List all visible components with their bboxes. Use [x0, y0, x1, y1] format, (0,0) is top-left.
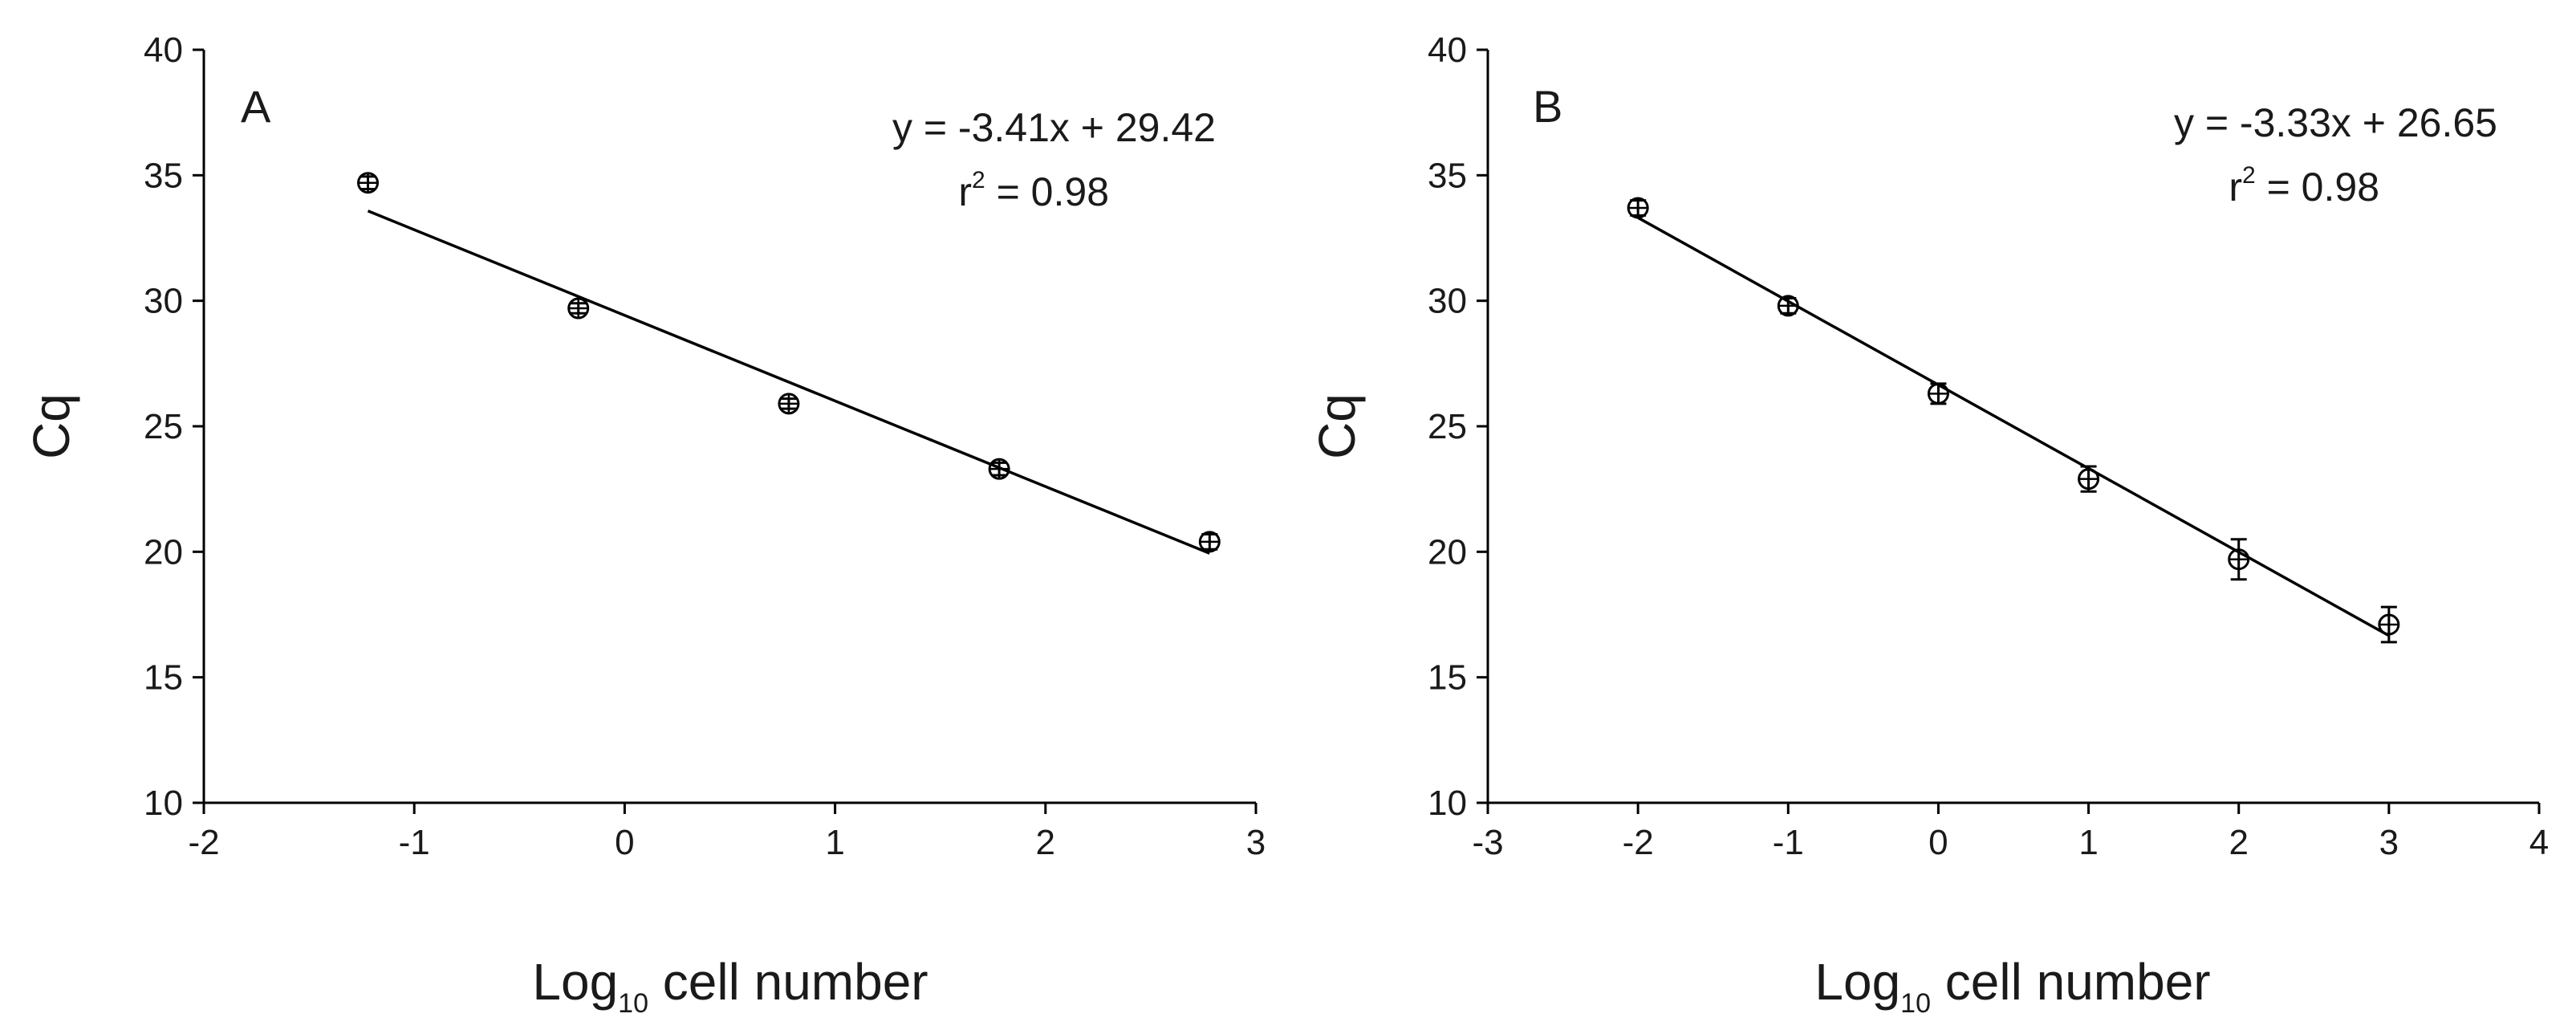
r-squared-prefix: r	[958, 169, 972, 214]
data-point	[1927, 382, 1949, 405]
x-axis-title: Log10 cell number	[1814, 953, 2210, 1019]
r-squared-value: = 0.98	[985, 169, 1109, 214]
fit-equation: y = -3.41x + 29.42	[892, 105, 1216, 150]
y-tick-label: 35	[144, 156, 183, 195]
axis-ticks: 10 15 20 25 30 35 40 -2 -1 0 1 2 3	[144, 31, 1266, 862]
y-tick-label: 20	[144, 532, 183, 572]
data-marks	[1627, 197, 2400, 644]
regression-line	[367, 210, 1210, 555]
data-point	[1777, 295, 1799, 317]
data-point	[2078, 465, 2100, 493]
x-tick-label: 0	[615, 823, 634, 862]
x-axis-title-main: Log	[532, 953, 618, 1011]
data-point	[1627, 197, 1649, 219]
r-squared-superscript: 2	[2242, 162, 2256, 189]
x-axis-title-subscript: 10	[618, 988, 648, 1019]
axis-ticks: 10 15 20 25 30 35 40 -3 -2 -1 0 1 2 3 4	[1428, 31, 2549, 862]
x-tick-label: -2	[188, 823, 219, 862]
y-tick-label: 35	[1428, 156, 1467, 195]
x-axis-title: Log10 cell number	[532, 953, 928, 1019]
data-point	[778, 393, 800, 415]
y-tick-label: 15	[144, 658, 183, 698]
data-point	[988, 458, 1010, 480]
panel-label: B	[1533, 81, 1562, 132]
r-squared-value: = 0.98	[2256, 165, 2379, 210]
y-tick-label: 15	[1428, 658, 1467, 698]
y-axis-title: Cq	[22, 393, 80, 459]
x-axis-title-rest: cell number	[1931, 953, 2211, 1011]
data-point	[2228, 538, 2250, 581]
r-squared-superscript: 2	[972, 167, 985, 193]
chart-panel-a: 10 15 20 25 30 35 40 -2 -1 0 1 2 3 A y = -3.41x + 29…	[22, 31, 1266, 1019]
chart-panel-b: 10 15 20 25 30 35 40 -3 -2 -1 0 1 2 3 4 B y = -3.33x +…	[1308, 31, 2549, 1019]
data-point	[357, 172, 380, 194]
data-point	[567, 297, 590, 320]
y-tick-label: 30	[144, 282, 183, 321]
y-tick-label: 25	[144, 407, 183, 446]
x-tick-label: 0	[1928, 823, 1948, 862]
r-squared-prefix: r	[2229, 165, 2242, 210]
x-axis-title-rest: cell number	[648, 953, 928, 1011]
x-tick-label: 2	[1036, 823, 1055, 862]
x-axis-title-subscript: 10	[1900, 988, 1931, 1019]
y-axis-title: Cq	[1308, 393, 1366, 459]
data-point	[1198, 531, 1221, 553]
r-squared: r2 = 0.98	[2229, 162, 2379, 210]
x-tick-label: -2	[1623, 823, 1654, 862]
y-tick-label: 40	[1428, 31, 1467, 70]
x-tick-label: -1	[1773, 823, 1804, 862]
y-tick-label: 40	[144, 31, 183, 70]
panel-label: A	[241, 81, 271, 132]
x-tick-label: 3	[1246, 823, 1266, 862]
x-tick-label: 1	[825, 823, 844, 862]
y-tick-label: 20	[1428, 532, 1467, 572]
x-tick-label: -1	[399, 823, 430, 862]
data-point	[2378, 605, 2400, 644]
y-tick-label: 25	[1428, 407, 1467, 446]
x-axis-title-main: Log	[1814, 953, 1900, 1011]
y-tick-label: 10	[144, 784, 183, 823]
x-tick-label: -3	[1472, 823, 1503, 862]
x-tick-label: 3	[2379, 823, 2399, 862]
r-squared: r2 = 0.98	[958, 167, 1109, 214]
regression-line	[1637, 216, 2390, 637]
y-tick-label: 30	[1428, 282, 1467, 321]
x-tick-label: 4	[2529, 823, 2549, 862]
x-tick-label: 2	[2229, 823, 2248, 862]
data-marks	[357, 172, 1221, 555]
fit-equation: y = -3.33x + 26.65	[2174, 100, 2497, 145]
y-tick-label: 10	[1428, 784, 1467, 823]
x-tick-label: 1	[2078, 823, 2098, 862]
